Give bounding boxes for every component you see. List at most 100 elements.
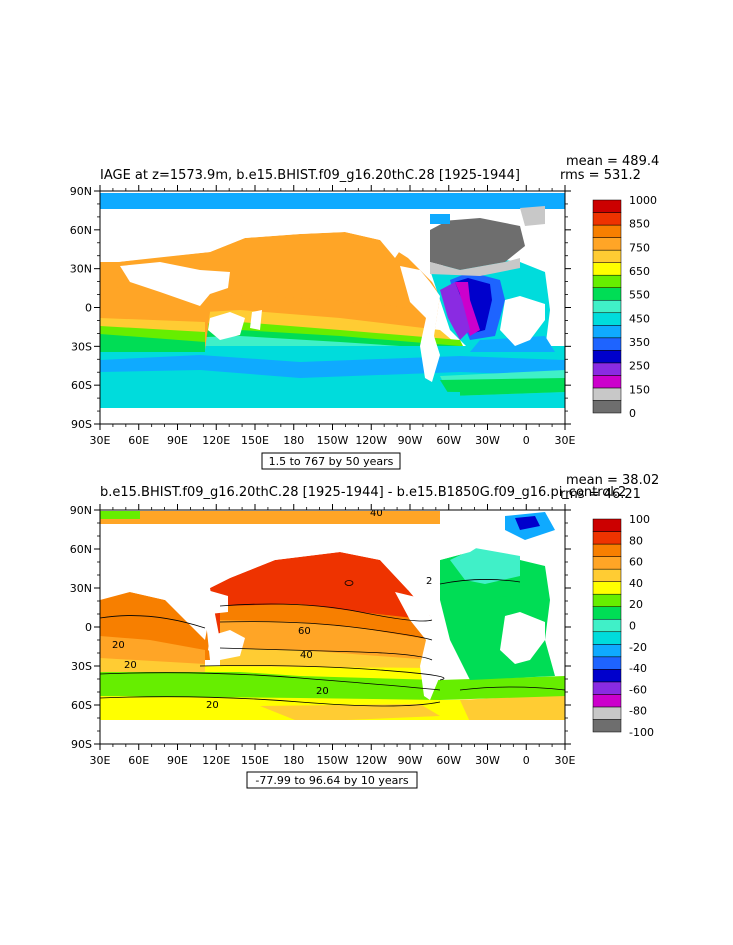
lon-tick-label: 0 [523, 434, 530, 447]
lat-tick-label: 30N [70, 263, 92, 276]
panel2-map: 60 40 20 20 20 20 40 2 [100, 508, 565, 744]
colorbar-swatch [592, 694, 622, 708]
lon-tick-label: 90W [398, 434, 423, 447]
panel2-colorbar: -100 -80 -60 -40 -20 0 20 40 60 80 100 [592, 513, 654, 739]
colorbar-label: 100 [629, 513, 650, 526]
colorbar-swatch [592, 325, 622, 339]
lon-tick-label: 60W [436, 434, 461, 447]
colorbar-label: 550 [629, 289, 650, 302]
lon-tick-label: 90W [398, 754, 423, 767]
colorbar-label: -60 [629, 683, 647, 696]
colorbar-label: 40 [629, 577, 643, 590]
contour-label: 60 [298, 626, 311, 637]
lat-tick-label: 60N [70, 224, 92, 237]
lon-tick-label: 120W [355, 754, 387, 767]
lon-tick-label: 150W [317, 754, 349, 767]
colorbar-swatch [592, 237, 622, 251]
colorbar-label: 1000 [629, 194, 657, 207]
colorbar-label: 20 [629, 598, 643, 611]
panel-difference: b.e15.BHIST.f09_g16.20thC.28 [1925-1944]… [70, 473, 659, 789]
contour-label: 20 [316, 686, 329, 697]
lat-tick-label: 60S [71, 379, 92, 392]
colorbar-label: 80 [629, 534, 643, 547]
colorbar-swatch [592, 669, 622, 683]
lon-tick-label: 30E [555, 434, 576, 447]
colorbar-swatch [592, 531, 622, 545]
colorbar-swatch [592, 581, 622, 595]
colorbar-swatch [592, 656, 622, 670]
colorbar-label: 350 [629, 336, 650, 349]
colorbar-label: -80 [629, 705, 647, 718]
colorbar-swatch [592, 400, 622, 414]
colorbar-label: 150 [629, 383, 650, 396]
panel2-range-label: -77.99 to 96.64 by 10 years [255, 774, 409, 787]
colorbar-swatch [592, 224, 622, 238]
panel2-axes: 90N 60N 30N 0 30S 60S 90S 30E 60E 90E 120E 150E 180 1… [70, 504, 576, 767]
lon-tick-label: 120E [202, 754, 230, 767]
colorbar-swatch [592, 618, 622, 633]
colorbar-swatch [592, 249, 622, 263]
lat-tick-label: 0 [85, 621, 92, 634]
contour-label: 40 [300, 650, 313, 661]
colorbar-swatch [592, 644, 622, 658]
colorbar-swatch [592, 287, 622, 301]
lon-tick-label: 150E [241, 434, 269, 447]
colorbar-swatch [592, 350, 622, 364]
panel1-range-box [261, 452, 401, 470]
panel1-title: IAGE at z=1573.9m, b.e15.BHIST.f09_g16.2… [100, 168, 520, 183]
lon-tick-label: 30W [475, 754, 500, 767]
panel-ideal-age: IAGE at z=1573.9m, b.e15.BHIST.f09_g16.2… [70, 154, 659, 470]
panel2-title: b.e15.BHIST.f09_g16.20thC.28 [1925-1944]… [100, 485, 626, 500]
lon-tick-label: 180 [283, 434, 304, 447]
panel1-rms: rms = 531.2 [560, 168, 641, 183]
lon-tick-label: 60E [128, 754, 149, 767]
lon-tick-label: 30W [475, 434, 500, 447]
lon-tick-label: 0 [523, 754, 530, 767]
colorbar-swatch [592, 274, 622, 288]
colorbar-swatch [592, 375, 622, 389]
colorbar-swatch [592, 606, 622, 620]
lat-tick-label: 30S [71, 340, 92, 353]
lon-tick-label: 120E [202, 434, 230, 447]
lon-tick-label: 60W [436, 754, 461, 767]
colorbar-swatch [592, 312, 622, 326]
lon-tick-label: 30E [90, 434, 111, 447]
lat-tick-label: 30N [70, 582, 92, 595]
panel2-mean: mean = 38.02 [566, 473, 659, 488]
lon-tick-label: 90E [167, 434, 188, 447]
colorbar-swatch [592, 568, 622, 582]
lon-tick-label: 60E [128, 434, 149, 447]
colorbar-swatch [592, 212, 622, 226]
colorbar-swatch [592, 681, 622, 695]
colorbar-swatch [592, 543, 622, 557]
lon-tick-label: 180 [283, 754, 304, 767]
colorbar-label: 250 [629, 360, 650, 373]
lon-tick-label: 30E [90, 754, 111, 767]
lon-tick-label: 150E [241, 754, 269, 767]
lat-tick-label: 0 [85, 302, 92, 315]
colorbar-swatch [592, 719, 622, 733]
colorbar-label: -100 [629, 726, 654, 739]
panel1-axes: 90N 60N 30N 0 30S 60S 90S 30E 60E 90E 120E 150E 180 1… [70, 185, 576, 447]
panel2-rms: rms = 46.21 [560, 487, 641, 502]
lat-tick-label: 90N [70, 185, 92, 198]
colorbar-swatch [592, 262, 622, 276]
colorbar-swatch [592, 199, 622, 213]
colorbar-swatch [592, 337, 622, 351]
panel1-map [100, 191, 565, 424]
colorbar-label: 750 [629, 241, 650, 254]
colorbar-swatch [592, 631, 622, 645]
colorbar-label: -40 [629, 662, 647, 675]
panel1-mean: mean = 489.4 [566, 154, 659, 169]
lon-tick-label: 150W [317, 434, 349, 447]
colorbar-label: 650 [629, 265, 650, 278]
panel1-colorbar: 0 150 250 350 450 550 650 750 850 1000 [592, 194, 657, 420]
lat-tick-label: 60N [70, 543, 92, 556]
contour-label: 20 [206, 700, 219, 711]
contour-label: 40 [370, 508, 383, 519]
lon-tick-label: 90E [167, 754, 188, 767]
colorbar-label: 850 [629, 218, 650, 231]
colorbar-swatch [592, 518, 622, 532]
colorbar-label: 0 [629, 407, 636, 420]
